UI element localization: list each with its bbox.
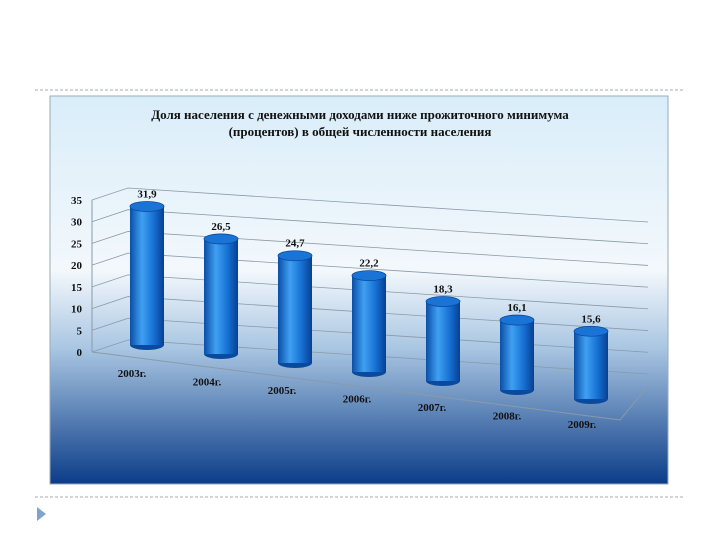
- grid-line: [91, 231, 649, 266]
- x-tick-label: 2005г.: [268, 385, 297, 397]
- y-tick-label: 30: [71, 217, 83, 229]
- x-tick-label: 2003г.: [118, 368, 147, 380]
- bar: [574, 331, 608, 399]
- bar-cap: [203, 233, 239, 245]
- value-label: 22,2: [359, 258, 379, 270]
- chart-title: Доля населения с денежными доходами ниже…: [151, 107, 569, 139]
- grid-line: [91, 339, 649, 375]
- grid-line: [91, 317, 649, 353]
- grid-line: [91, 274, 649, 310]
- bar: [204, 238, 238, 354]
- y-tick-label: 35: [71, 195, 83, 207]
- y-tick-label: 20: [71, 260, 83, 272]
- grid-line: [91, 252, 649, 288]
- value-label: 18,3: [433, 284, 453, 296]
- bar: [352, 275, 386, 372]
- bar: [500, 320, 534, 390]
- y-tick-label: 5: [77, 325, 83, 337]
- x-tick-label: 2007г.: [418, 402, 447, 414]
- value-label: 16,1: [507, 302, 526, 314]
- y-tick-label: 25: [71, 238, 83, 250]
- grid-line: [91, 296, 649, 331]
- plot: 0 5 10 15 20 25 30 35 31,9 2003г. 26,5 2004г. 24,7 20…: [71, 187, 649, 431]
- value-label: 24,7: [285, 238, 305, 250]
- bar: [426, 301, 460, 381]
- x-tick-label: 2009г.: [568, 419, 597, 431]
- value-label: 31,9: [137, 188, 157, 200]
- bar: [130, 206, 164, 345]
- bar-cap: [499, 314, 535, 326]
- y-tick-label: 10: [71, 304, 83, 316]
- value-label: 26,5: [211, 221, 231, 233]
- grid-line: [91, 209, 649, 245]
- y-tick-label: 0: [77, 347, 83, 359]
- bar: [278, 255, 312, 363]
- x-tick-label: 2006г.: [343, 394, 372, 406]
- bar-cap: [351, 270, 387, 281]
- bar-cap: [425, 296, 461, 307]
- bar-cap: [129, 201, 165, 212]
- y-tick-label: 15: [71, 282, 83, 294]
- x-tick-label: 2004г.: [193, 377, 222, 389]
- x-tick-label: 2008г.: [493, 411, 522, 423]
- value-label: 15,6: [581, 313, 601, 325]
- bar-cap: [277, 250, 313, 262]
- bar-cap: [573, 325, 609, 337]
- grid-line: [91, 187, 649, 223]
- floor: [91, 351, 649, 421]
- bullet: [37, 507, 46, 521]
